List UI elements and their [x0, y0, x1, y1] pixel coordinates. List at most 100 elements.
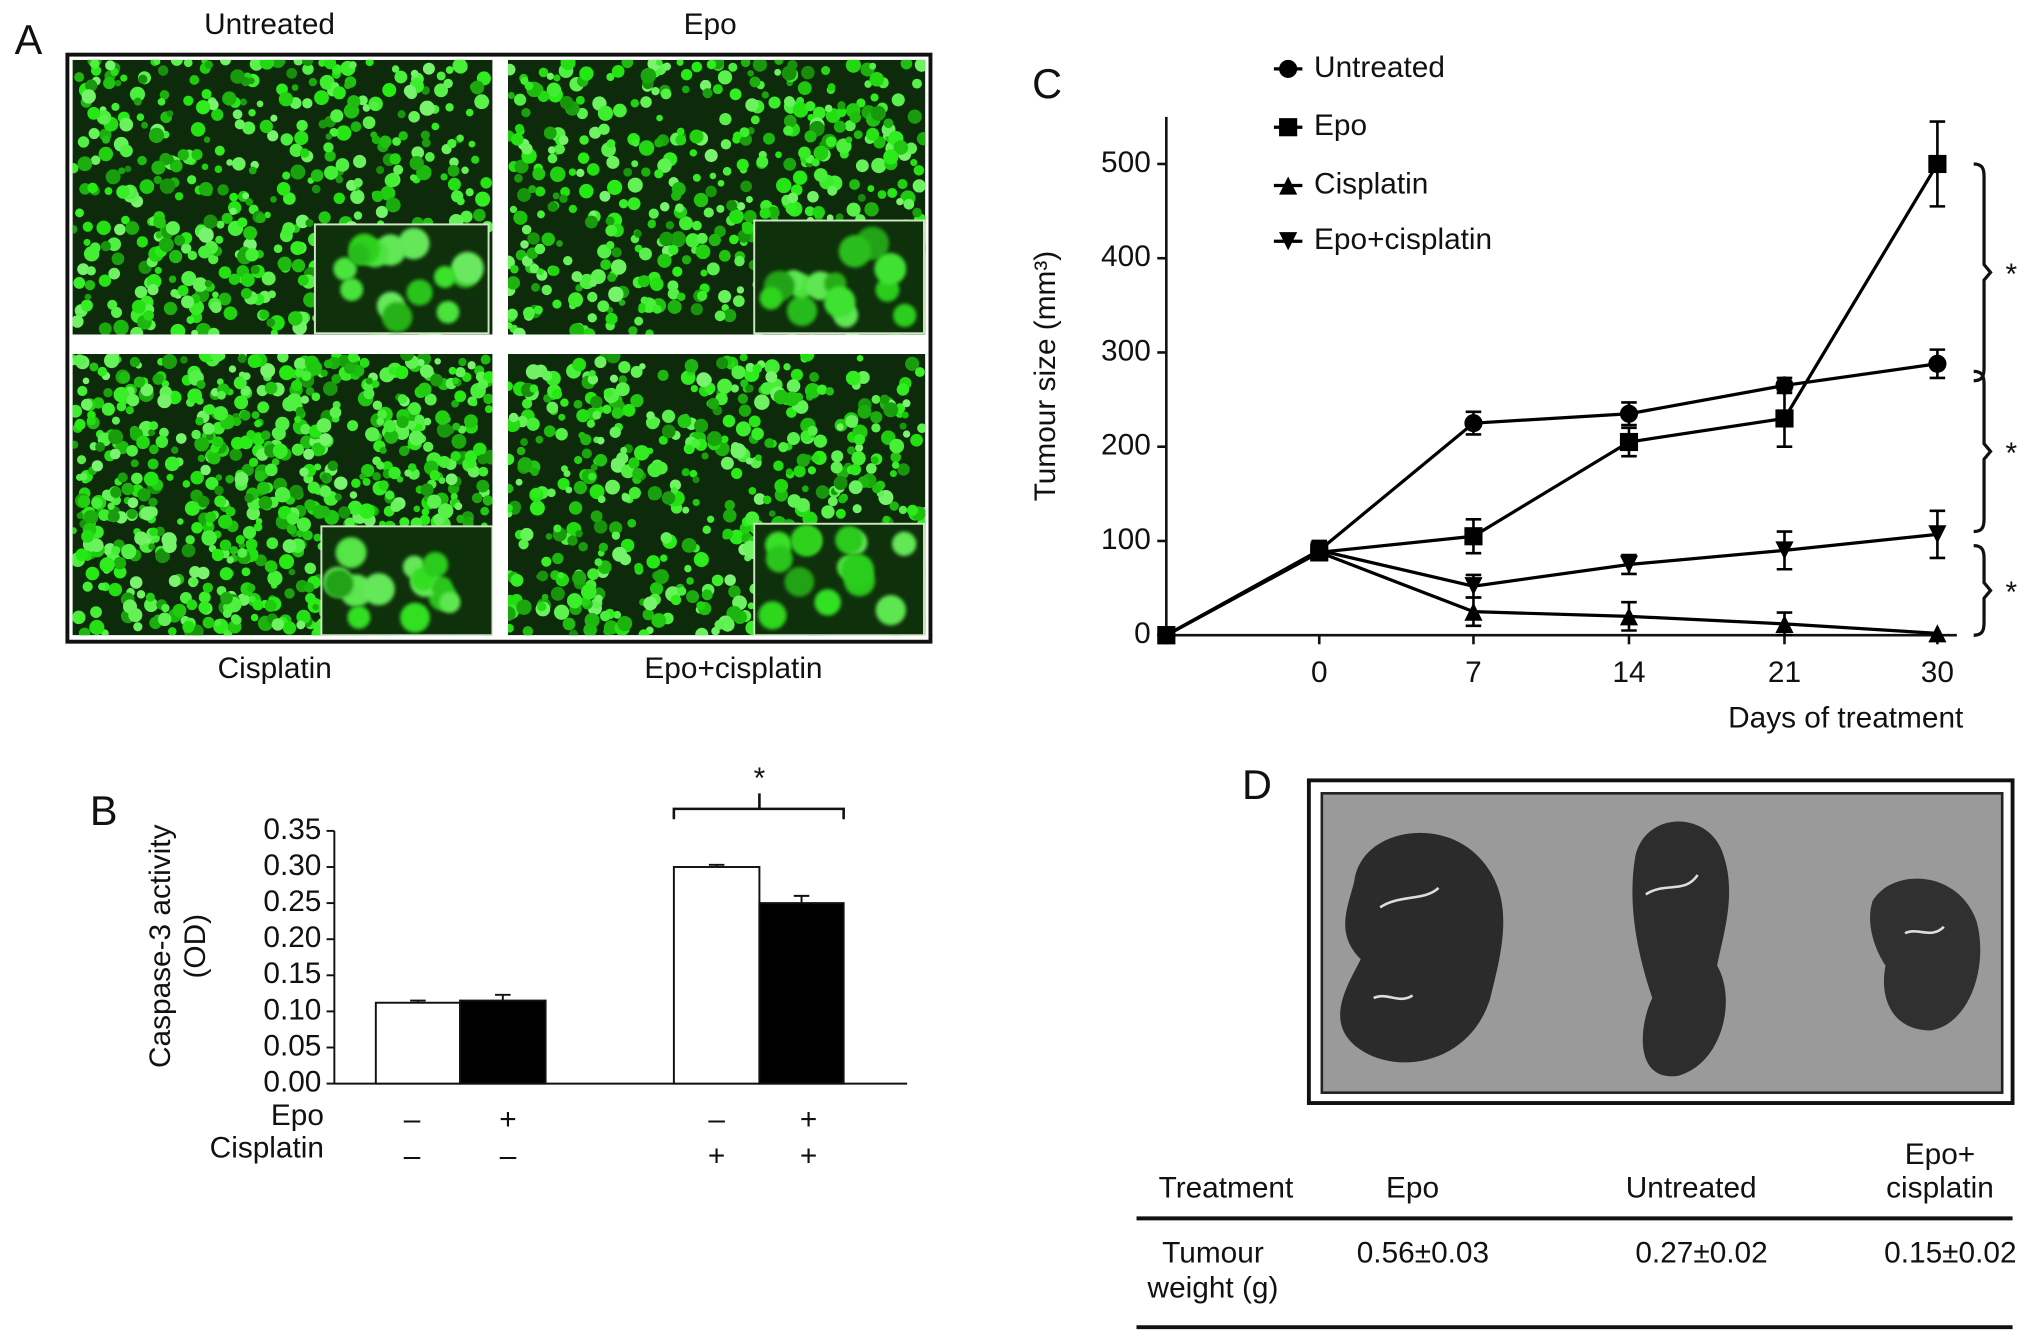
cell — [538, 67, 549, 78]
cell — [451, 399, 459, 408]
cell — [877, 190, 887, 199]
cell — [372, 472, 381, 481]
cell — [883, 402, 899, 418]
cell — [821, 505, 835, 519]
cell — [177, 149, 190, 161]
cell — [480, 506, 490, 516]
cell — [917, 423, 926, 434]
cell — [304, 562, 316, 575]
cell — [695, 554, 706, 565]
cell — [835, 508, 846, 519]
cell — [680, 68, 693, 81]
cell — [296, 517, 311, 532]
cell — [824, 104, 833, 113]
cell — [667, 287, 680, 300]
cell — [745, 511, 760, 526]
cell — [657, 158, 672, 173]
cell — [191, 521, 203, 534]
cell — [85, 566, 100, 581]
cell — [357, 95, 368, 106]
cell — [677, 414, 692, 429]
cell — [385, 490, 395, 500]
cell — [278, 554, 295, 570]
cell — [254, 419, 262, 428]
cell — [344, 362, 356, 374]
cell — [617, 615, 633, 632]
cell — [204, 60, 214, 69]
cell — [508, 276, 521, 290]
cell — [111, 252, 125, 266]
cell — [902, 430, 911, 438]
significance-label: * — [2005, 258, 2017, 291]
cell — [282, 396, 297, 412]
error-bar — [410, 999, 426, 1003]
cell — [692, 498, 700, 507]
cell — [632, 467, 644, 480]
cell — [353, 154, 367, 169]
cell — [427, 494, 442, 509]
cell — [443, 78, 453, 89]
cell — [681, 255, 692, 265]
cell — [741, 221, 755, 235]
cell — [845, 415, 859, 428]
cell — [871, 394, 881, 404]
cell — [377, 409, 388, 420]
cell — [889, 470, 897, 478]
cell — [177, 518, 184, 525]
cell — [556, 240, 563, 247]
cell — [745, 457, 754, 465]
cell — [279, 365, 295, 381]
cell — [166, 110, 174, 117]
marker — [1464, 414, 1483, 433]
cell — [190, 122, 206, 137]
cell — [611, 531, 621, 540]
cell — [684, 564, 692, 573]
cell — [244, 493, 254, 503]
cell — [414, 414, 425, 425]
cell — [910, 433, 923, 447]
cell — [313, 533, 322, 542]
cell — [773, 460, 784, 472]
cell — [558, 135, 569, 146]
cell — [703, 207, 714, 218]
cell — [562, 617, 576, 631]
cell — [362, 104, 371, 112]
cell — [216, 220, 225, 229]
cell — [620, 446, 628, 454]
cell — [795, 498, 810, 513]
cell — [513, 210, 528, 225]
cell — [233, 376, 247, 390]
cell — [458, 357, 467, 367]
cell — [148, 127, 165, 144]
cell — [237, 217, 248, 228]
cell — [113, 319, 129, 335]
cell — [108, 429, 124, 445]
cell — [137, 155, 147, 166]
micrograph — [72, 353, 493, 636]
cell — [311, 392, 321, 402]
inset-cell — [875, 595, 906, 626]
cell — [270, 114, 278, 122]
cell — [234, 119, 245, 130]
cell — [671, 182, 686, 196]
cell — [883, 118, 894, 129]
cell — [407, 463, 417, 472]
cell — [889, 438, 905, 454]
y-tick-label: 0.10 — [263, 993, 321, 1026]
cell — [159, 178, 176, 194]
cell — [168, 627, 177, 636]
y-tick-label: 0.25 — [263, 885, 321, 918]
cell — [717, 179, 725, 187]
cell — [579, 66, 594, 81]
cell — [232, 157, 246, 171]
cell — [203, 136, 211, 143]
cell — [681, 468, 690, 477]
cell — [592, 410, 602, 420]
cell — [643, 596, 658, 611]
cell — [606, 72, 615, 82]
cell — [470, 80, 485, 95]
cell — [655, 59, 663, 66]
cell — [252, 599, 264, 611]
cell — [197, 495, 210, 508]
cell — [521, 224, 532, 235]
